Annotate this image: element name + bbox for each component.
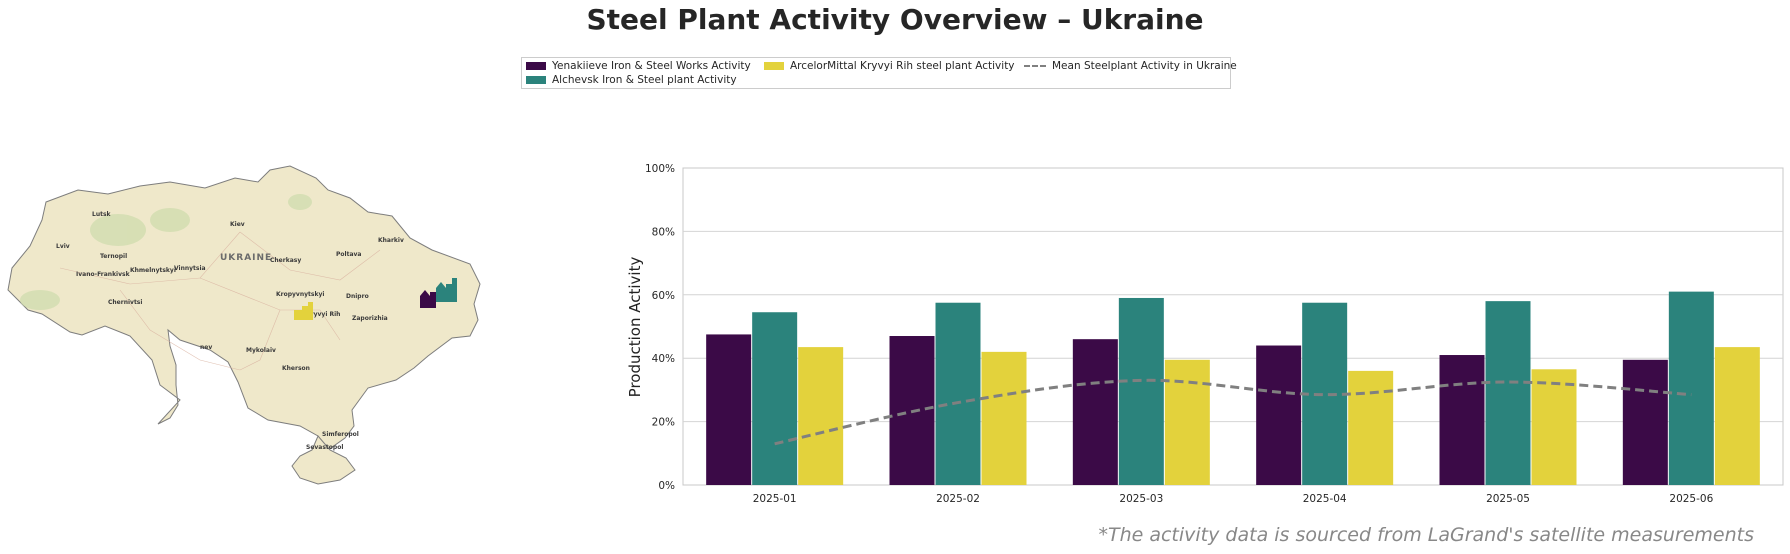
map-city-label: Kherson: [282, 365, 310, 372]
x-axis-ticks: 2025-01 2025-02 2025-03 2025-04 2025-05 2025-…: [753, 493, 1714, 505]
legend-item-alchevsk: Alchevsk Iron & Steel plant Activity: [526, 74, 737, 86]
map-city-label: Simferopol: [322, 431, 359, 438]
legend-label-mean: Mean Steelplant Activity in Ukraine: [1052, 60, 1237, 72]
map-city-label: Khmelnytskyi: [130, 267, 176, 274]
x-tick-label: 2025-03: [1119, 493, 1163, 505]
map-city-label: Sevastopol: [306, 444, 343, 451]
legend-item-mean: Mean Steelplant Activity in Ukraine: [1024, 60, 1237, 72]
legend-item-arcelormittal: ArcelorMittal Kryvyi Rih steel plant Act…: [764, 60, 1015, 72]
bar-arcelormittal-2025-02: [981, 351, 1027, 485]
bar-alchevsk-2025-01: [752, 312, 798, 485]
bar-arcelormittal-2025-05: [1531, 369, 1577, 485]
y-axis-ticks: 0% 20% 40% 60% 80% 100%: [645, 163, 675, 492]
legend-label-arcelormittal: ArcelorMittal Kryvyi Rih steel plant Act…: [790, 60, 1015, 72]
map-city-label: Ternopil: [100, 253, 127, 260]
map-city-label: Cherkasy: [270, 257, 301, 264]
map-city-label: Ivano-Frankivsk: [76, 271, 131, 278]
legend-label-yenakiieve: Yenakiieve Iron & Steel Works Activity: [552, 60, 751, 72]
chart-title: Steel Plant Activity Overview – Ukraine: [586, 3, 1204, 36]
map-labels: Lutsk Kiev Kharkiv Lviv Ternopil Khmelny…: [56, 211, 404, 451]
bar-yenakiieve-2025-01: [706, 334, 752, 485]
map-city-label: Chernivtsi: [108, 299, 142, 306]
y-tick-label: 60%: [652, 290, 675, 302]
y-tick-label: 20%: [652, 417, 675, 429]
bar-arcelormittal-2025-04: [1348, 370, 1394, 485]
x-tick-label: 2025-01: [753, 493, 797, 505]
bar-alchevsk-2025-02: [935, 302, 981, 485]
bar-arcelormittal-2025-06: [1714, 347, 1760, 485]
bar-arcelormittal-2025-01: [798, 347, 844, 485]
map-city-label: Vinnytsia: [174, 265, 206, 272]
plot-frame: [682, 167, 1784, 486]
bar-alchevsk-2025-05: [1485, 301, 1531, 485]
map-city-label: Lutsk: [92, 211, 112, 218]
bar-alchevsk-2025-03: [1118, 297, 1164, 485]
map-city-label: Kropyvnytskyi: [276, 291, 324, 298]
y-tick-label: 80%: [652, 226, 675, 238]
bar-yenakiieve-2025-03: [1072, 339, 1118, 485]
map-country-label: UKRAINE: [220, 253, 272, 263]
map-city-label: Mykolaiv: [246, 347, 276, 354]
legend-swatch-arcelormittal: [764, 62, 784, 70]
y-tick-label: 0%: [658, 480, 675, 492]
y-axis-label: Production Activity: [626, 257, 644, 398]
legend: Yenakiieve Iron & Steel Works Activity A…: [521, 57, 1237, 89]
x-tick-label: 2025-05: [1486, 493, 1530, 505]
bar-yenakiieve-2025-04: [1256, 345, 1302, 485]
map-city-label: Dnipro: [346, 293, 369, 300]
map-city-label: Lviv: [56, 243, 70, 250]
bar-alchevsk-2025-06: [1668, 291, 1714, 485]
bar-arcelormittal-2025-03: [1164, 359, 1210, 485]
legend-swatch-mean: [1024, 65, 1046, 67]
plant-marker-kryvyi-rih: [294, 302, 313, 320]
mean-activity-line: [774, 378, 1692, 446]
map-city-label: Kharkiv: [378, 237, 404, 244]
plant-marker-alchevsk: [436, 278, 457, 302]
legend-swatch-yenakiieve: [526, 62, 546, 70]
legend-label-alchevsk: Alchevsk Iron & Steel plant Activity: [552, 74, 737, 86]
map-forest-patches: [20, 194, 312, 310]
map-city-label: Kryvyi Rih: [306, 311, 340, 318]
plant-marker-yenakiieve: [420, 290, 436, 308]
x-tick-label: 2025-06: [1669, 493, 1713, 505]
legend-swatch-alchevsk: [526, 76, 546, 84]
legend-item-yenakiieve: Yenakiieve Iron & Steel Works Activity: [526, 60, 751, 72]
bar-alchevsk-2025-04: [1302, 302, 1348, 485]
bars: [706, 291, 1760, 485]
gridlines: [683, 230, 1783, 423]
map-crimea: [291, 435, 356, 485]
bar-chart: 0% 20% 40% 60% 80% 100% 2025-01 2025-02 2025-03…: [626, 163, 1784, 505]
x-tick-label: 2025-04: [1303, 493, 1347, 505]
x-tick-label: 2025-02: [936, 493, 980, 505]
map-city-label: nev: [200, 344, 212, 351]
y-tick-label: 100%: [645, 163, 675, 175]
footnote: *The activity data is sourced from LaGra…: [1098, 524, 1754, 546]
y-tick-label: 40%: [652, 353, 675, 365]
bar-yenakiieve-2025-06: [1622, 359, 1668, 485]
map-city-label: Poltava: [336, 251, 361, 258]
map-city-label: Kiev: [230, 221, 245, 228]
map-city-label: Zaporizhia: [352, 315, 388, 322]
bar-yenakiieve-2025-05: [1439, 355, 1485, 485]
ukraine-map: Lutsk Kiev Kharkiv Lviv Ternopil Khmelny…: [0, 165, 485, 488]
